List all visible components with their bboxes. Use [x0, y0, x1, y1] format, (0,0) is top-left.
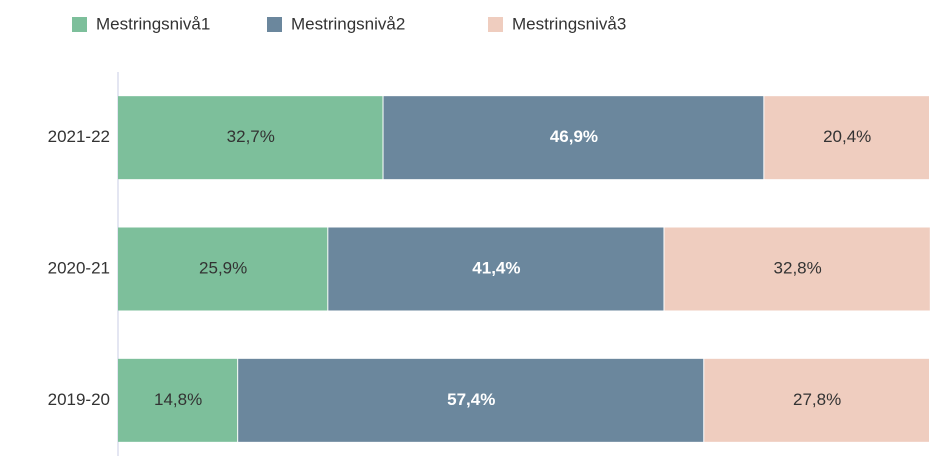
y-tick-label: 2019-20: [48, 390, 110, 409]
legend-swatch: [72, 17, 87, 32]
value-label: 57,4%: [447, 390, 495, 409]
value-label: 41,4%: [472, 258, 520, 277]
value-label: 25,9%: [199, 258, 247, 277]
y-tick-label: 2021-22: [48, 127, 110, 146]
legend-label: Mestringsnivå1: [96, 14, 210, 33]
y-tick-label: 2020-21: [48, 258, 110, 277]
value-label: 27,8%: [793, 390, 841, 409]
bar-segment: [118, 227, 328, 311]
legend-label: Mestringsnivå3: [512, 14, 626, 33]
bar-segment: [383, 96, 764, 180]
bar-segment: [118, 96, 383, 180]
value-label: 20,4%: [823, 127, 871, 146]
bar-segment: [704, 358, 929, 442]
legend-swatch: [267, 17, 282, 32]
value-label: 46,9%: [550, 127, 598, 146]
bar-segment: [328, 227, 664, 311]
bar-segment: [764, 96, 929, 180]
value-label: 14,8%: [154, 390, 202, 409]
bar-segment: [118, 358, 238, 442]
value-label: 32,7%: [227, 127, 275, 146]
legend-swatch: [488, 17, 503, 32]
legend-label: Mestringsnivå2: [291, 14, 405, 33]
bar-segment: [238, 358, 704, 442]
bar-segment: [664, 227, 930, 311]
value-label: 32,8%: [774, 258, 822, 277]
